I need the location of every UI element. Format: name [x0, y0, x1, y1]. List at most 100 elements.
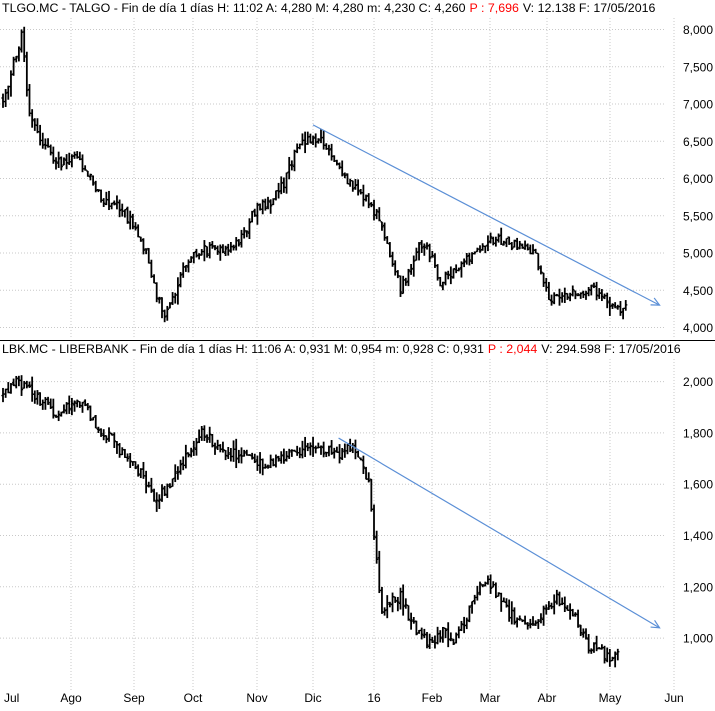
talgo-ohlc-bar: [250, 210, 254, 223]
talgo-ohlc-bar: [504, 237, 509, 248]
liberbank-ohlc-bar: [430, 636, 434, 644]
talgo-ohlc-bar: [451, 267, 456, 279]
liberbank-ohlc-bar: [274, 454, 278, 468]
talgo-ohlc-bar: [110, 202, 114, 210]
talgo-ohlc-bar: [608, 296, 612, 316]
liberbank-ohlc-bar: [12, 378, 16, 387]
talgo-y-tick-label: 5,000: [683, 247, 713, 261]
talgo-ohlc-bar: [356, 179, 360, 196]
liberbank-ohlc-bar: [420, 627, 424, 640]
liberbank-ohlc-bar: [446, 622, 450, 648]
talgo-ohlc-bar: [88, 173, 93, 181]
talgo-ohlc-bar: [197, 253, 201, 260]
liberbank-ohlc-bar: [409, 612, 413, 630]
talgo-ohlc-bar: [189, 256, 193, 263]
talgo-ohlc-bar: [4, 88, 8, 108]
talgo-ohlc-bar: [54, 157, 58, 170]
talgo-ohlc-bar: [343, 172, 347, 179]
x-month-label: Oct: [184, 691, 203, 705]
liberbank-ohlc-bar: [340, 448, 344, 461]
liberbank-ohlc-bar: [478, 581, 482, 596]
liberbank-ohlc-bar: [512, 607, 517, 625]
talgo-ohlc-bar: [473, 251, 477, 255]
talgo-ohlc-bar: [579, 292, 583, 299]
talgo-y-tick-label: 8,000: [683, 23, 713, 37]
liberbank-header-p-value: P : 2,044: [488, 342, 537, 356]
talgo-ohlc-bar: [165, 305, 169, 321]
talgo-y-tick-label: 7,500: [683, 60, 713, 74]
talgo-ohlc-bar: [428, 243, 432, 263]
talgo-ohlc-bar: [478, 245, 482, 253]
talgo-ohlc-bar: [94, 180, 98, 193]
liberbank-ohlc-bar: [277, 455, 281, 462]
liberbank-ohlc-bar: [470, 600, 474, 614]
talgo-ohlc-bar: [367, 193, 371, 209]
liberbank-ohlc-bar: [70, 397, 74, 416]
liberbank-ohlc-bar: [284, 451, 289, 462]
talgo-ohlc-bar: [311, 135, 315, 146]
talgo-ohlc-bar: [573, 290, 577, 300]
talgo-ohlc-bar: [547, 281, 551, 301]
liberbank-ohlc-bar: [616, 648, 620, 661]
liberbank-ohlc-bar: [581, 628, 585, 638]
liberbank-ohlc-bar: [163, 485, 167, 497]
liberbank-ohlc-bar: [414, 620, 418, 636]
talgo-ohlc-bar: [327, 144, 331, 156]
talgo-ohlc-bar: [443, 271, 448, 286]
talgo-header: TLGO.MC - TALGO - Fin de día 1 días H: 1…: [2, 1, 655, 15]
liberbank-ohlc-bar: [237, 449, 241, 464]
talgo-ohlc-bar: [266, 196, 270, 210]
liberbank-ohlc-bar: [282, 448, 286, 464]
talgo-header-volume-date: V: 12.138 F: 17/05/2016: [523, 1, 656, 15]
talgo-ohlc-bar: [308, 133, 312, 144]
liberbank-ohlc-bar: [589, 648, 593, 654]
liberbank-ohlc-bar: [165, 483, 169, 498]
talgo-y-tick-label: 5,500: [683, 209, 713, 223]
liberbank-ohlc-bar: [99, 428, 103, 437]
talgo-ohlc-bar: [287, 156, 291, 180]
liberbank-ohlc-bar: [35, 390, 40, 405]
talgo-header-main: TLGO.MC - TALGO - Fin de día 1 días H: 1…: [2, 1, 466, 15]
talgo-ohlc-bar: [112, 200, 116, 206]
talgo-ohlc-bar: [605, 292, 609, 309]
liberbank-ohlc-bar: [330, 440, 334, 455]
liberbank-ohlc-bar: [72, 400, 77, 412]
talgo-ohlc-bar: [496, 233, 501, 243]
talgo-ohlc-bar: [141, 238, 146, 255]
liberbank-trendline-arrowhead: [650, 620, 661, 629]
liberbank-ohlc-bar: [208, 426, 212, 443]
talgo-ohlc-bar: [210, 241, 214, 249]
liberbank-ohlc-bar: [25, 380, 29, 389]
liberbank-ohlc-bar: [563, 596, 567, 613]
talgo-ohlc-bar: [290, 160, 294, 171]
liberbank-ohlc-bar: [128, 452, 132, 468]
liberbank-ohlc-bar: [14, 375, 18, 389]
talgo-y-tick-label: 6,000: [683, 172, 713, 186]
talgo-ohlc-bar: [595, 281, 599, 301]
talgo-y-tick-label: 6,500: [683, 135, 713, 149]
liberbank-ohlc-bar: [467, 605, 471, 623]
liberbank-ohlc-bar: [303, 436, 307, 458]
liberbank-ohlc-bar: [234, 438, 238, 469]
liberbank-ohlc-bar: [46, 396, 50, 405]
talgo-price-bars: [1, 26, 628, 323]
liberbank-ohlc-bar: [356, 450, 360, 458]
liberbank-ohlc-bar: [536, 619, 540, 629]
liberbank-ohlc-bar: [168, 483, 172, 489]
talgo-ohlc-bar: [555, 293, 559, 297]
talgo-ohlc-bar: [30, 109, 34, 128]
liberbank-ohlc-bar: [157, 494, 161, 509]
talgo-ohlc-bar: [351, 180, 355, 192]
talgo-ohlc-bar: [340, 160, 344, 177]
x-month-label: Abr: [538, 691, 557, 705]
liberbank-ohlc-bar: [544, 604, 548, 615]
talgo-ohlc-bar: [17, 46, 21, 62]
x-month-label: Jul: [4, 691, 19, 705]
liberbank-ohlc-bar: [443, 627, 448, 639]
talgo-ohlc-bar: [245, 230, 249, 238]
talgo-ohlc-bar: [618, 301, 623, 316]
talgo-ohlc-bar: [523, 240, 527, 250]
talgo-ohlc-bar: [284, 172, 289, 194]
talgo-ohlc-bar: [57, 151, 61, 168]
talgo-ohlc-bar: [375, 208, 379, 220]
